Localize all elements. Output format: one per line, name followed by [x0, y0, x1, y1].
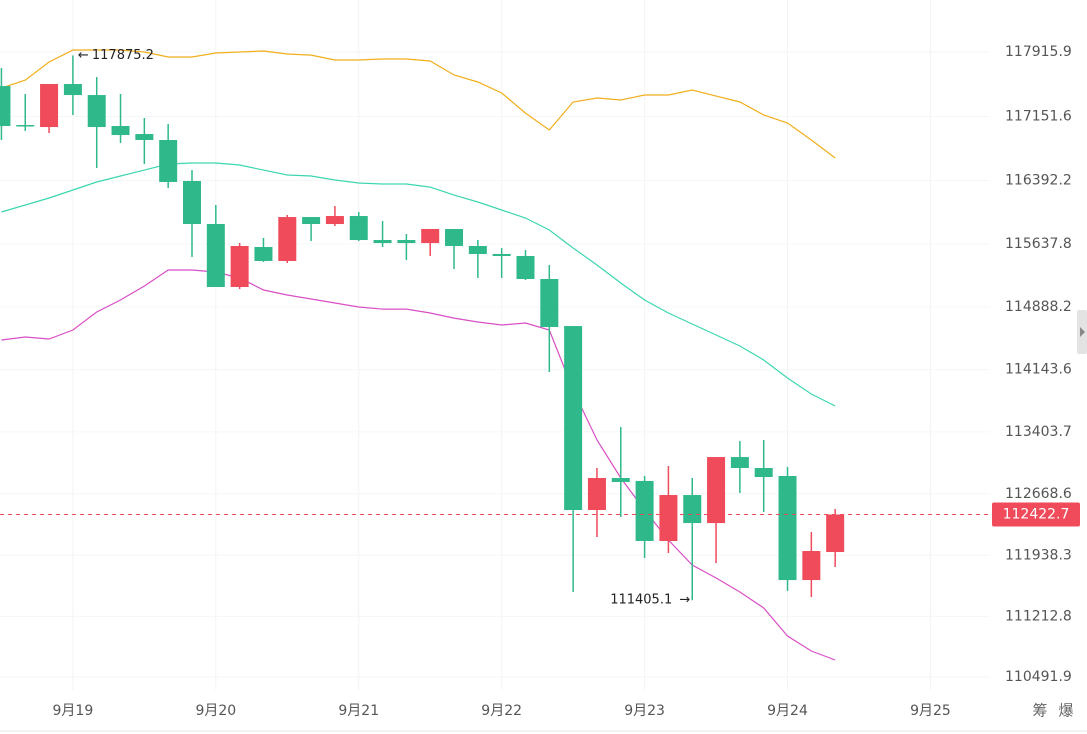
candle-body [421, 228, 440, 244]
candle-body [230, 245, 249, 287]
x-tick-label: 9月21 [338, 703, 379, 719]
candle-body [16, 125, 35, 127]
y-tick-label: 116392.2 [1005, 172, 1072, 188]
candle-body [564, 326, 583, 511]
y-tick-label: 114143.6 [1005, 362, 1072, 378]
candle-body [635, 480, 654, 541]
candle-body [397, 240, 416, 244]
footer-button[interactable]: 爆 [1058, 702, 1073, 720]
x-tick-label: 9月25 [910, 703, 951, 719]
candle-body [254, 247, 273, 261]
band-line [1, 162, 836, 407]
candle-body [445, 228, 464, 246]
y-tick-label: 115637.8 [1005, 236, 1072, 252]
candle-body [707, 457, 726, 524]
candle-body [325, 216, 344, 225]
annotation-label: 111405.1 [610, 593, 672, 608]
candle-body [587, 478, 606, 511]
x-tick-label: 9月23 [624, 703, 665, 719]
y-tick-label: 111212.8 [1005, 608, 1072, 624]
candle-body [87, 95, 106, 128]
band-line [1, 49, 836, 159]
annotation-arrow: ← [78, 48, 89, 63]
candle-body [373, 240, 392, 244]
y-tick-label: 113403.7 [1005, 424, 1072, 440]
candle-body [826, 514, 845, 553]
candle-body [206, 224, 225, 287]
candle-body [468, 245, 487, 254]
candle-body [754, 467, 773, 478]
last-price-label: 112422.7 [1003, 506, 1070, 522]
x-tick-label: 9月24 [767, 703, 808, 719]
candle-body [778, 475, 797, 581]
candle-body [40, 84, 59, 128]
candle-body [683, 495, 702, 524]
last-price-box [992, 502, 1080, 527]
side-tab-arrow [1080, 327, 1085, 337]
candle-body [659, 495, 678, 541]
candle-body [182, 181, 201, 225]
y-tick-label: 117151.6 [1005, 108, 1072, 124]
y-tick-label: 112668.6 [1005, 486, 1072, 502]
candle-body [492, 253, 511, 257]
x-tick-label: 9月22 [481, 703, 522, 719]
annotation-arrow: → [679, 593, 690, 608]
x-tick-label: 9月19 [53, 703, 94, 719]
candle-body [63, 84, 82, 96]
candle-body [135, 134, 154, 141]
candle-body [611, 478, 630, 482]
candle-body [349, 216, 368, 241]
candle-body [302, 217, 321, 225]
footer-button[interactable]: 筹 [1032, 702, 1047, 720]
y-tick-label: 110491.9 [1005, 669, 1072, 685]
candle-body [540, 278, 559, 327]
candle-body [111, 126, 130, 136]
y-tick-label: 114888.2 [1005, 299, 1072, 315]
candle-body [0, 86, 11, 127]
x-tick-label: 9月20 [195, 703, 236, 719]
annotation-label: 117875.2 [92, 48, 154, 63]
y-tick-label: 111938.3 [1005, 547, 1072, 563]
candle-body [278, 217, 297, 261]
band-line [1, 269, 836, 661]
candle-body [159, 140, 178, 183]
candle-body [802, 551, 821, 581]
y-tick-label: 117915.9 [1005, 44, 1072, 60]
candle-body [516, 256, 535, 279]
candle-body [730, 457, 749, 468]
